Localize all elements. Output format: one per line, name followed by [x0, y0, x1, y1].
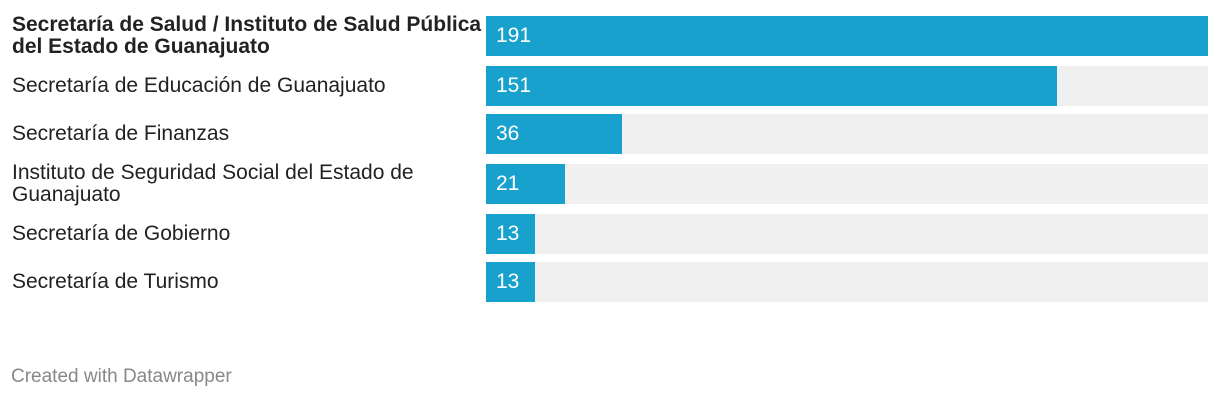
bar: [486, 214, 536, 254]
category-label: Secretaría de Turismo: [12, 270, 219, 293]
category-label: Secretaría de Finanzas: [12, 122, 230, 145]
bar-track: 151: [486, 66, 1208, 106]
chart: Secretaría de Salud / Instituto de Salud…: [12, 14, 1208, 310]
value-label: 36: [496, 122, 520, 145]
bar: [486, 164, 566, 204]
bar: [486, 16, 1208, 56]
bar: [486, 262, 536, 302]
bar-track: 36: [486, 114, 1208, 154]
bar-row: Secretaría de Gobierno 13: [12, 214, 1208, 254]
value-label: 13: [496, 270, 520, 293]
category-label: Secretaría de Salud / Instituto de Salud…: [12, 13, 482, 58]
credit: Created with Datawrapper: [11, 366, 232, 387]
bar: [486, 114, 623, 154]
category-label: Instituto de Seguridad Social del Estado…: [12, 161, 414, 206]
value-label: 151: [496, 74, 532, 97]
value-label: 13: [496, 222, 520, 245]
bar-row: Secretaría de Turismo 13: [12, 262, 1208, 302]
bar-row: Instituto de Seguridad Social del Estado…: [12, 162, 1208, 206]
value-label: 21: [496, 172, 520, 195]
bar-track: 13: [486, 214, 1208, 254]
category-label: Secretaría de Gobierno: [12, 222, 231, 245]
bar-track: 191: [486, 16, 1208, 56]
bar-track: 21: [486, 164, 1208, 204]
bar-row: Secretaría de Educación de Guanajuato 151: [12, 66, 1208, 106]
category-label: Secretaría de Educación de Guanajuato: [12, 74, 386, 97]
value-label: 191: [496, 24, 532, 47]
bar-track: 13: [486, 262, 1208, 302]
bar-row: Secretaría de Salud / Instituto de Salud…: [12, 14, 1208, 58]
bar-row: Secretaría de Finanzas 36: [12, 114, 1208, 154]
bar: [486, 66, 1057, 106]
